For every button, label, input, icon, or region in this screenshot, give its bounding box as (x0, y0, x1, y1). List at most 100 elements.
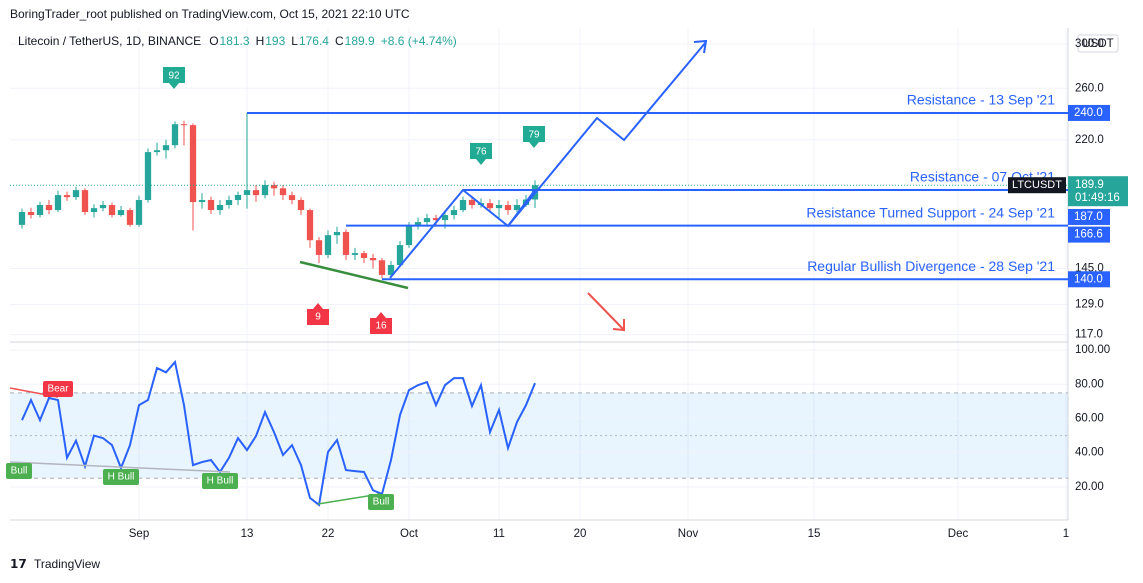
level-box (1068, 226, 1110, 243)
countdown: 01:49:16 (1075, 192, 1120, 204)
rsi-tick-label: 40.00 (1075, 447, 1104, 459)
symbol-label: LTCUSDT (1012, 179, 1062, 191)
candle-body (315, 240, 323, 255)
candle-body (333, 231, 341, 236)
candle-body (63, 195, 71, 198)
y-tick-label: 300.0 (1075, 38, 1104, 50)
down-arrow-head (612, 319, 625, 332)
candle-body (360, 253, 368, 258)
x-tick-label: 20 (574, 528, 587, 540)
candle-body (405, 224, 413, 246)
candle-body (117, 210, 125, 216)
candle-body (36, 205, 44, 216)
symbol-box (1008, 177, 1066, 194)
rsi-tick-label: 100.00 (1075, 344, 1110, 356)
plot (10, 111, 1068, 507)
ohlc-letter: C (335, 34, 344, 48)
level-value: 166.6 (1074, 229, 1103, 241)
rsi-badge: Bull (368, 494, 394, 510)
rsi-tick-label: 80.00 (1075, 378, 1104, 390)
candle-body (297, 200, 305, 211)
brand: TradingView (34, 557, 100, 571)
signal-badge: 9 (307, 303, 329, 325)
candle-body (81, 190, 89, 213)
pennant (463, 189, 537, 227)
currency-box (1077, 34, 1119, 53)
candle-body (72, 190, 80, 198)
rsi-label: Bear (47, 384, 69, 395)
price-box (1068, 176, 1128, 207)
brand-logo: 𝟭𝟳 (10, 557, 27, 571)
rsi-label: Bull (11, 466, 28, 477)
candle-body (27, 212, 35, 216)
level-box (1068, 104, 1110, 121)
x-tick-label: 15 (808, 528, 821, 540)
candle-body (234, 194, 242, 201)
x-tick-label: Nov (678, 528, 699, 540)
signal-label: 16 (375, 321, 387, 332)
rsi-label: H Bull (108, 472, 135, 483)
rsi-badge: H Bull (103, 469, 139, 485)
projection-arrow (389, 41, 707, 279)
divergence-line (299, 260, 409, 290)
signal-badge: 76 (470, 143, 492, 165)
ohlc-value: 181.3 (220, 34, 250, 48)
signal-label: 79 (528, 130, 540, 141)
x-tick-label: 11 (493, 528, 505, 540)
x-tick-label: Sep (129, 528, 149, 540)
candle-body (441, 215, 449, 221)
candle-body (459, 200, 467, 211)
rsi-band (10, 392, 1068, 479)
rsi-badge: Bull (6, 463, 32, 479)
candle-body (144, 152, 152, 201)
rsi-badge: Bear (43, 381, 73, 397)
candle-body (45, 205, 53, 211)
candle-body (495, 205, 503, 209)
candle-body (486, 203, 494, 209)
level-box (1068, 208, 1110, 225)
candle-body (450, 210, 458, 216)
candle-body (306, 210, 314, 241)
candle-body (135, 200, 143, 225)
candle-body (198, 200, 206, 203)
candle-body (99, 205, 107, 209)
x-tick-label: Dec (948, 528, 969, 540)
candle-body (324, 235, 332, 255)
level-label: Resistance Turned Support - 24 Sep '21 (806, 204, 1055, 220)
candle-body (513, 205, 521, 211)
candle-body (108, 205, 116, 216)
candle-body (396, 245, 404, 266)
down-arrow (587, 292, 625, 331)
candle-body (504, 205, 512, 211)
x-tick-label: 13 (241, 528, 254, 540)
signal-badge: 16 (370, 312, 392, 334)
currency: USDT (1082, 38, 1113, 50)
rsi-tick-label: 60.00 (1075, 413, 1104, 425)
x-tick-label: 1 (1063, 528, 1069, 540)
candle-body (189, 125, 197, 203)
level-value: 240.0 (1074, 107, 1103, 119)
ohlc-value: 189.9 (345, 34, 375, 48)
arrow-head (693, 39, 708, 54)
candle-body (171, 124, 179, 146)
y-tick-label: 260.0 (1075, 82, 1104, 94)
signal-badge: 79 (523, 126, 545, 148)
rsi-label: H Bull (207, 476, 234, 487)
change-label: +8.6 (+4.74%) (381, 34, 457, 48)
candle-body (270, 185, 278, 189)
candle-body (261, 185, 269, 196)
publisher: BoringTrader_root published on TradingVi… (10, 7, 410, 21)
price-value: 189.9 (1075, 179, 1104, 191)
candle-body (18, 212, 26, 225)
candle-body (180, 124, 188, 126)
legend: Litecoin / TetherUS, 1D, BINANCE O 181.3 H… (18, 34, 457, 48)
rsi-label: Bull (373, 497, 390, 508)
level-label: Regular Bullish Divergence - 28 Sep '21 (807, 258, 1055, 274)
candle-body (162, 145, 170, 151)
candle-body (207, 200, 215, 211)
candle-body (225, 200, 233, 206)
rsi-hidden-line (9, 461, 231, 473)
candle-body (288, 195, 296, 201)
